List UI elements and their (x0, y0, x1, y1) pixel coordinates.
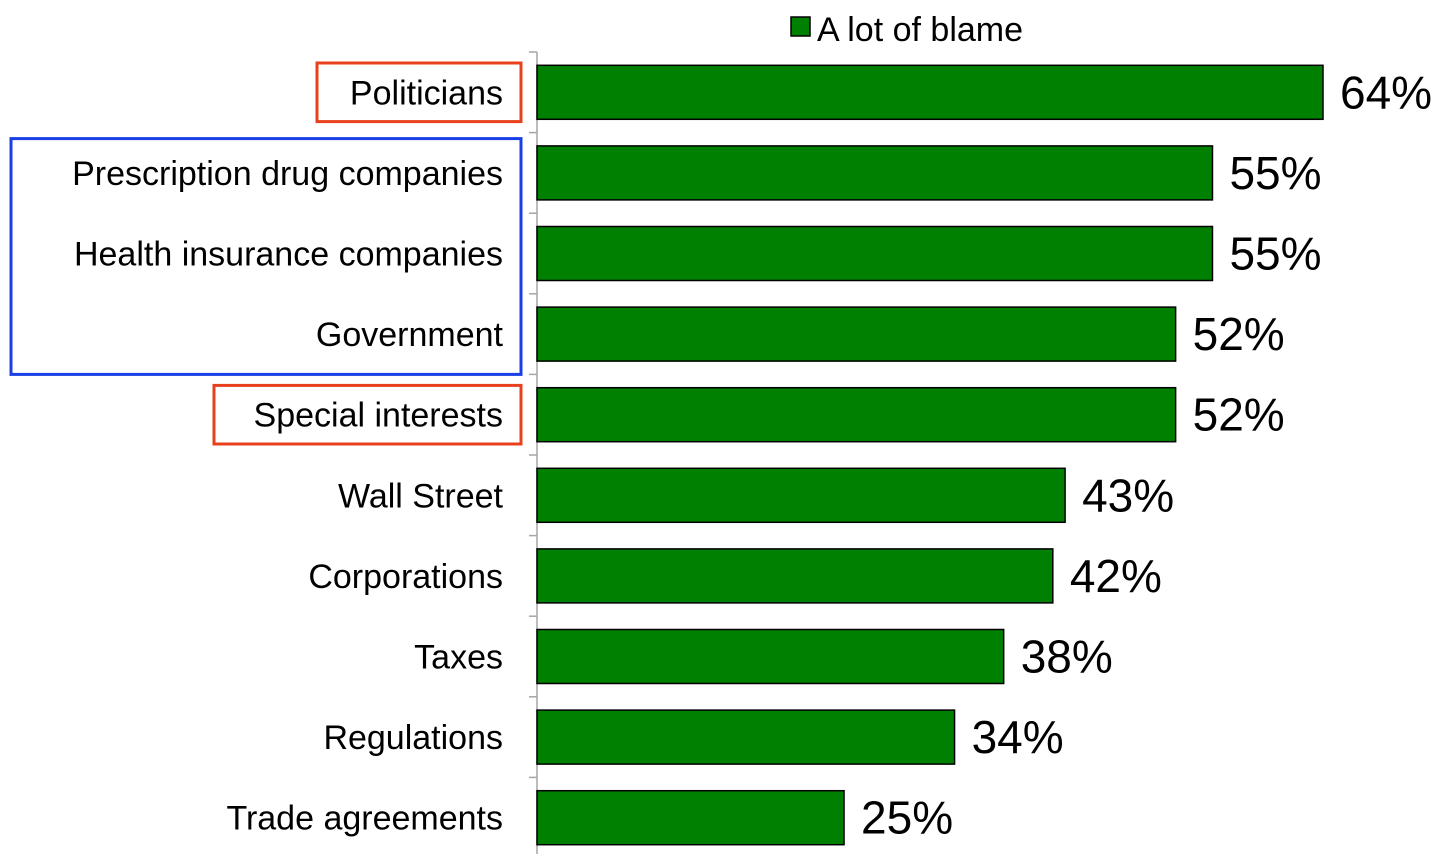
category-label-regulations: Regulations (323, 719, 503, 757)
value-label-trade-agreements: 25% (861, 792, 953, 844)
highlight-box-red-0 (315, 61, 523, 124)
category-highlight-boxes (9, 61, 523, 446)
highlight-box-blue-1 (9, 137, 523, 376)
bar-health-insurance-companies (536, 225, 1214, 282)
value-label-taxes: 38% (1021, 631, 1113, 683)
category-label-taxes: Taxes (414, 639, 503, 677)
category-label-corporations: Corporations (308, 558, 503, 596)
category-labels: Politicians Prescription drug companies He… (72, 74, 503, 837)
bars (536, 64, 1324, 846)
category-label-prescription-drug-companies: Prescription drug companies (72, 155, 503, 193)
category-label-politicians: Politicians (350, 74, 503, 112)
legend: A lot of blame (790, 11, 1023, 49)
bar-special-interests (536, 386, 1177, 443)
legend-label: A lot of blame (817, 11, 1023, 49)
value-label-special-interests: 52% (1193, 389, 1285, 441)
legend-swatch (790, 16, 811, 37)
category-label-special-interests: Special interests (254, 397, 503, 435)
bar-corporations (536, 548, 1054, 604)
category-label-wall-street: Wall Street (338, 477, 504, 515)
category-axis (529, 51, 538, 854)
bar-wall-street (536, 467, 1066, 524)
category-label-trade-agreements: Trade agreements (226, 800, 503, 838)
value-label-politicians: 64% (1340, 66, 1432, 118)
bar-prescription-drug-companies (536, 145, 1214, 201)
value-label-health-insurance-companies: 55% (1229, 228, 1321, 280)
value-label-government: 52% (1193, 308, 1285, 360)
bar-regulations (536, 709, 956, 765)
bar-government (536, 306, 1177, 362)
value-label-regulations: 34% (972, 711, 1064, 763)
value-labels: 64% 55% 55% 52% 52% 43% 42% 38% 34% 25% (861, 66, 1432, 843)
value-label-prescription-drug-companies: 55% (1229, 147, 1321, 199)
highlight-box-red-2 (212, 383, 523, 446)
value-label-wall-street: 43% (1082, 469, 1174, 521)
bar-trade-agreements (536, 789, 845, 846)
value-label-corporations: 42% (1070, 550, 1162, 602)
bar-taxes (536, 628, 1005, 685)
category-label-government: Government (316, 316, 504, 354)
category-label-health-insurance-companies: Health insurance companies (74, 236, 503, 274)
bar-politicians (536, 64, 1324, 121)
